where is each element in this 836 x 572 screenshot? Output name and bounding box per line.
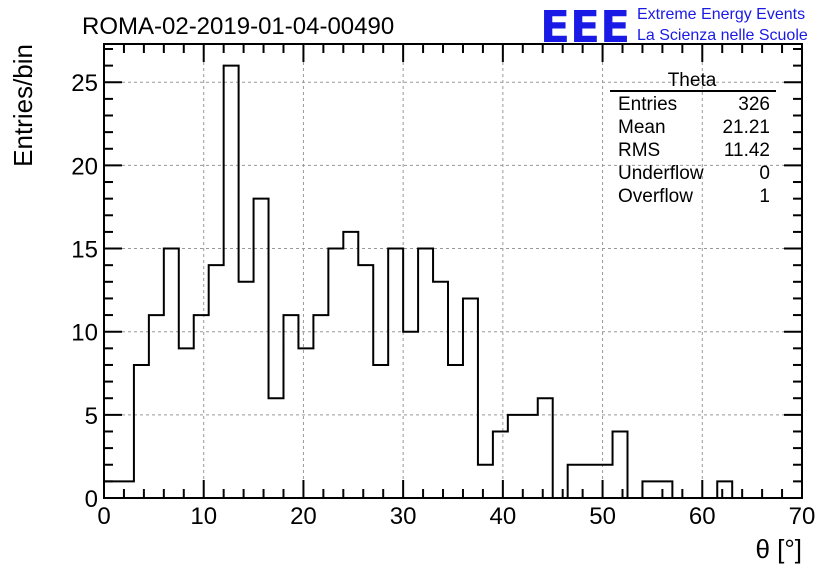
y-tick-label: 10 xyxy=(71,320,98,347)
y-tick-label: 20 xyxy=(71,153,98,180)
x-axis-label: θ [°] xyxy=(755,534,802,564)
stats-title: Theta xyxy=(668,70,717,91)
x-tick-label: 0 xyxy=(97,503,110,530)
stats-row-value: 326 xyxy=(738,94,770,115)
x-tick-label: 10 xyxy=(190,503,217,530)
y-tick-label: 0 xyxy=(85,486,98,513)
stats-row-label: Entries xyxy=(618,94,677,115)
stats-rows: Entries 326 Mean 21.21 RMS 11.42 Underflow 0 Ove… xyxy=(618,94,770,207)
plot-frame xyxy=(103,43,803,499)
stats-row-label: Underflow xyxy=(618,163,704,184)
x-tick-label: 50 xyxy=(589,503,616,530)
grid-lines xyxy=(104,44,802,498)
y-tick-label: 15 xyxy=(71,237,98,264)
y-tick-label: 5 xyxy=(85,403,98,430)
chart-title: ROMA-02-2019-01-04-00490 xyxy=(82,13,394,40)
y-tick-label: 25 xyxy=(71,70,98,97)
brand-line-1: Extreme Energy Events xyxy=(637,6,805,23)
stats-row-value: 1 xyxy=(759,186,770,207)
x-tick-label: 40 xyxy=(490,503,517,530)
eee-logo: EEE xyxy=(540,2,630,53)
x-tick-label: 30 xyxy=(390,503,417,530)
stats-row-value: 21.21 xyxy=(722,117,770,138)
stats-row-value: 11.42 xyxy=(724,140,770,161)
y-axis-label: Entries/bin xyxy=(8,44,38,167)
axis-ticks xyxy=(103,44,803,499)
stats-box: Theta Entries 326 Mean 21.21 RMS 11.42 Underfl… xyxy=(610,70,776,207)
brand-line-2: La Scienza nelle Scuole xyxy=(637,27,808,44)
stats-row-label: Overflow xyxy=(618,186,693,207)
x-tick-label: 20 xyxy=(290,503,317,530)
x-tick-label: 60 xyxy=(689,503,716,530)
stats-row-label: Mean xyxy=(618,117,666,138)
x-tick-label: 70 xyxy=(789,503,816,530)
stats-row-label: RMS xyxy=(618,140,660,161)
stats-row-value: 0 xyxy=(759,163,770,184)
histogram-line xyxy=(103,64,802,499)
